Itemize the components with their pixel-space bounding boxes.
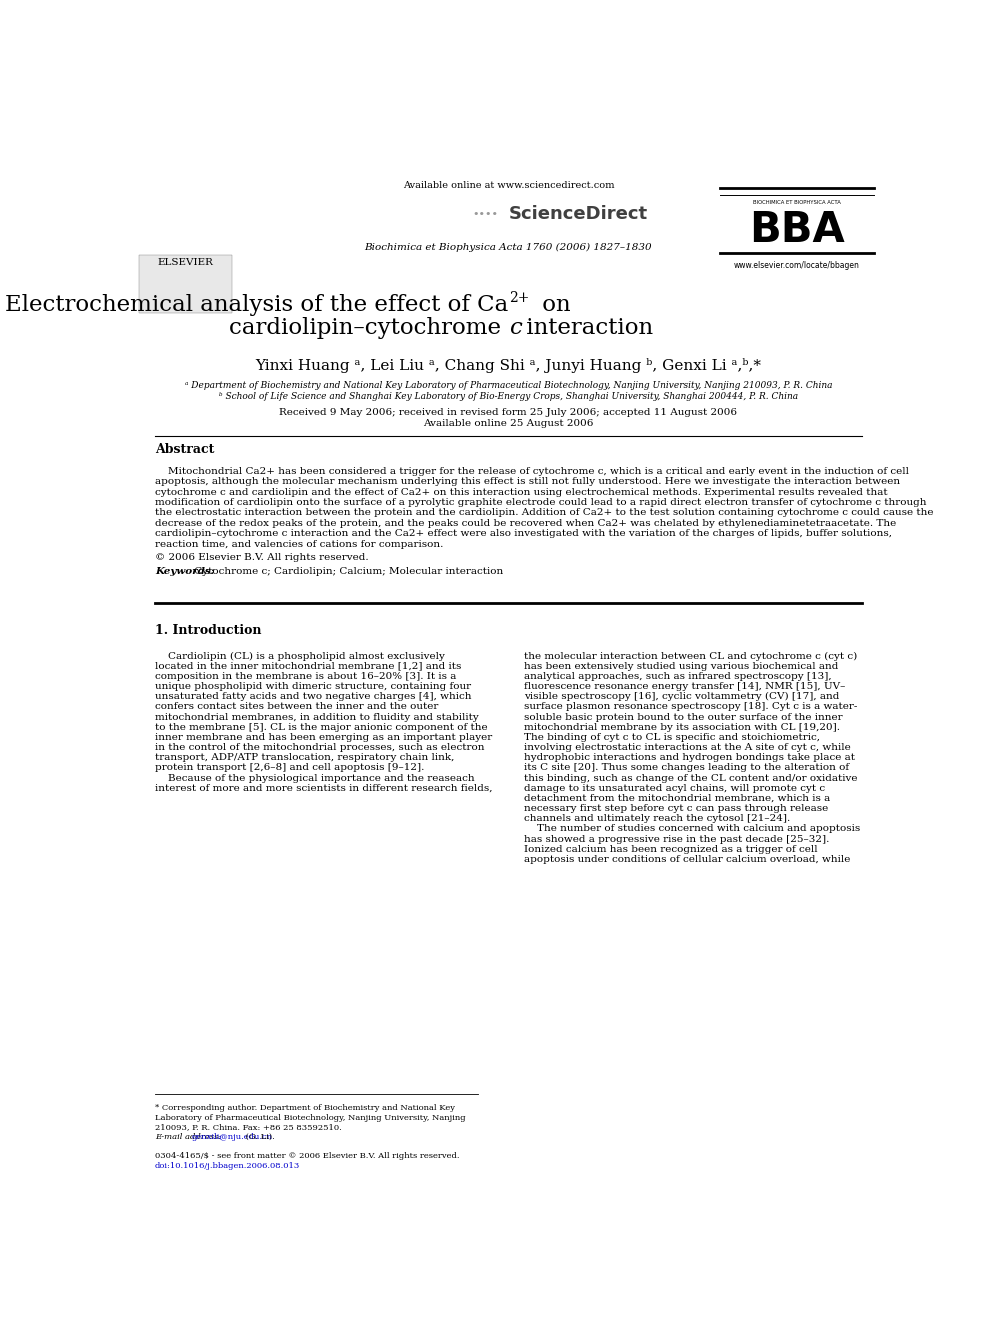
Text: analytical approaches, such as infrared spectroscopy [13],: analytical approaches, such as infrared … bbox=[524, 672, 831, 681]
Text: Cardiolipin (CL) is a phospholipid almost exclusively: Cardiolipin (CL) is a phospholipid almos… bbox=[155, 651, 444, 660]
Text: this binding, such as change of the CL content and/or oxidative: this binding, such as change of the CL c… bbox=[524, 774, 857, 782]
Text: ••••: •••• bbox=[472, 209, 498, 220]
Text: modification of cardiolipin onto the surface of a pyrolytic graphite electrode c: modification of cardiolipin onto the sur… bbox=[155, 497, 927, 507]
Text: BIOCHIMICA ET BIOPHYSICA ACTA: BIOCHIMICA ET BIOPHYSICA ACTA bbox=[753, 200, 840, 205]
Text: located in the inner mitochondrial membrane [1,2] and its: located in the inner mitochondrial membr… bbox=[155, 662, 461, 671]
Text: unsaturated fatty acids and two negative charges [4], which: unsaturated fatty acids and two negative… bbox=[155, 692, 471, 701]
Text: ᵇ School of Life Science and Shanghai Key Laboratory of Bio-Energy Crops, Shangh: ᵇ School of Life Science and Shanghai Ke… bbox=[219, 392, 798, 401]
Text: ᵃ Department of Biochemistry and National Key Laboratory of Pharmaceutical Biote: ᵃ Department of Biochemistry and Nationa… bbox=[185, 381, 832, 390]
Text: has showed a progressive rise in the past decade [25–32].: has showed a progressive rise in the pas… bbox=[524, 835, 829, 844]
Text: Mitochondrial Ca2+ has been considered a trigger for the release of cytochrome c: Mitochondrial Ca2+ has been considered a… bbox=[155, 467, 909, 476]
Text: decrease of the redox peaks of the protein, and the peaks could be recovered whe: decrease of the redox peaks of the prote… bbox=[155, 519, 896, 528]
Text: channels and ultimately reach the cytosol [21–24].: channels and ultimately reach the cytoso… bbox=[524, 814, 790, 823]
Text: interaction: interaction bbox=[519, 318, 654, 339]
Text: doi:10.1016/j.bbagen.2006.08.013: doi:10.1016/j.bbagen.2006.08.013 bbox=[155, 1162, 300, 1170]
Text: apoptosis under conditions of cellular calcium overload, while: apoptosis under conditions of cellular c… bbox=[524, 855, 850, 864]
Text: composition in the membrane is about 16–20% [3]. It is a: composition in the membrane is about 16–… bbox=[155, 672, 456, 681]
Text: mitochondrial membranes, in addition to fluidity and stability: mitochondrial membranes, in addition to … bbox=[155, 713, 478, 721]
Text: cardiolipin–cytochrome c interaction and the Ca2+ effect were also investigated : cardiolipin–cytochrome c interaction and… bbox=[155, 529, 892, 538]
Text: ScienceDirect: ScienceDirect bbox=[509, 205, 648, 224]
Text: 0304-4165/$ - see front matter © 2006 Elsevier B.V. All rights reserved.: 0304-4165/$ - see front matter © 2006 El… bbox=[155, 1152, 459, 1160]
Text: BBA: BBA bbox=[749, 209, 844, 250]
Text: www.elsevier.com/locate/bbagen: www.elsevier.com/locate/bbagen bbox=[734, 261, 860, 270]
Text: cardiolipin–cytochrome: cardiolipin–cytochrome bbox=[229, 318, 509, 339]
Text: detachment from the mitochondrial membrane, which is a: detachment from the mitochondrial membra… bbox=[524, 794, 830, 803]
Text: Laboratory of Pharmaceutical Biotechnology, Nanjing University, Nanjing: Laboratory of Pharmaceutical Biotechnolo… bbox=[155, 1114, 465, 1122]
Text: © 2006 Elsevier B.V. All rights reserved.: © 2006 Elsevier B.V. All rights reserved… bbox=[155, 553, 368, 562]
Text: hydrophobic interactions and hydrogen bondings take place at: hydrophobic interactions and hydrogen bo… bbox=[524, 753, 855, 762]
Text: Keywords:: Keywords: bbox=[155, 566, 214, 576]
Text: Cytochrome c; Cardiolipin; Calcium; Molecular interaction: Cytochrome c; Cardiolipin; Calcium; Mole… bbox=[190, 566, 503, 576]
Text: c: c bbox=[509, 318, 522, 339]
Text: E-mail address:: E-mail address: bbox=[155, 1134, 221, 1142]
Text: the electrostatic interaction between the protein and the cardiolipin. Addition : the electrostatic interaction between th… bbox=[155, 508, 933, 517]
Text: mitochondrial membrane by its association with CL [19,20].: mitochondrial membrane by its associatio… bbox=[524, 722, 840, 732]
Text: cytochrome c and cardiolipin and the effect of Ca2+ on this interaction using el: cytochrome c and cardiolipin and the eff… bbox=[155, 488, 888, 496]
Text: confers contact sites between the inner and the outer: confers contact sites between the inner … bbox=[155, 703, 438, 712]
Text: fluorescence resonance energy transfer [14], NMR [15], UV–: fluorescence resonance energy transfer [… bbox=[524, 683, 845, 691]
Text: The number of studies concerned with calcium and apoptosis: The number of studies concerned with cal… bbox=[524, 824, 860, 833]
Text: inner membrane and has been emerging as an important player: inner membrane and has been emerging as … bbox=[155, 733, 492, 742]
Text: Because of the physiological importance and the reaseach: Because of the physiological importance … bbox=[155, 774, 474, 782]
Text: on: on bbox=[536, 294, 571, 316]
Text: * Corresponding author. Department of Biochemistry and National Key: * Corresponding author. Department of Bi… bbox=[155, 1105, 454, 1113]
Text: damage to its unsaturated acyl chains, will promote cyt c: damage to its unsaturated acyl chains, w… bbox=[524, 783, 825, 792]
Text: apoptosis, although the molecular mechanism underlying this effect is still not : apoptosis, although the molecular mechan… bbox=[155, 478, 900, 486]
Text: visible spectroscopy [16], cyclic voltammetry (CV) [17], and: visible spectroscopy [16], cyclic voltam… bbox=[524, 692, 839, 701]
Text: reaction time, and valencies of cations for comparison.: reaction time, and valencies of cations … bbox=[155, 540, 443, 549]
Text: its C site [20]. Thus some changes leading to the alteration of: its C site [20]. Thus some changes leadi… bbox=[524, 763, 849, 773]
Text: Received 9 May 2006; received in revised form 25 July 2006; accepted 11 August 2: Received 9 May 2006; received in revised… bbox=[280, 409, 737, 417]
Text: 210093, P. R. China. Fax: +86 25 83592510.: 210093, P. R. China. Fax: +86 25 8359251… bbox=[155, 1123, 341, 1131]
Text: Yinxi Huang ᵃ, Lei Liu ᵃ, Chang Shi ᵃ, Junyi Huang ᵇ, Genxi Li ᵃ,ᵇ,*: Yinxi Huang ᵃ, Lei Liu ᵃ, Chang Shi ᵃ, J… bbox=[255, 357, 762, 373]
Text: (G. Li).: (G. Li). bbox=[243, 1134, 275, 1142]
Bar bbox=[139, 255, 231, 312]
Text: unique phospholipid with dimeric structure, containing four: unique phospholipid with dimeric structu… bbox=[155, 683, 471, 691]
Text: Available online at www.sciencedirect.com: Available online at www.sciencedirect.co… bbox=[403, 181, 614, 191]
Text: transport, ADP/ATP translocation, respiratory chain link,: transport, ADP/ATP translocation, respir… bbox=[155, 753, 454, 762]
Text: involving electrostatic interactions at the A site of cyt c, while: involving electrostatic interactions at … bbox=[524, 744, 850, 751]
Text: has been extensively studied using various biochemical and: has been extensively studied using vario… bbox=[524, 662, 838, 671]
Text: Ionized calcium has been recognized as a trigger of cell: Ionized calcium has been recognized as a… bbox=[524, 844, 817, 853]
Text: surface plasmon resonance spectroscopy [18]. Cyt c is a water-: surface plasmon resonance spectroscopy [… bbox=[524, 703, 857, 712]
Text: necessary first step before cyt c can pass through release: necessary first step before cyt c can pa… bbox=[524, 804, 828, 814]
Text: Biochimica et Biophysica Acta 1760 (2006) 1827–1830: Biochimica et Biophysica Acta 1760 (2006… bbox=[365, 242, 652, 251]
Text: the molecular interaction between CL and cytochrome c (cyt c): the molecular interaction between CL and… bbox=[524, 651, 857, 660]
Text: ELSEVIER: ELSEVIER bbox=[158, 258, 213, 267]
Text: interest of more and more scientists in different research fields,: interest of more and more scientists in … bbox=[155, 783, 492, 792]
Text: genxili@nju.edu.cn: genxili@nju.edu.cn bbox=[191, 1134, 273, 1142]
Text: in the control of the mitochondrial processes, such as electron: in the control of the mitochondrial proc… bbox=[155, 744, 484, 751]
Text: Electrochemical analysis of the effect of Ca: Electrochemical analysis of the effect o… bbox=[5, 294, 509, 316]
Text: protein transport [2,6–8] and cell apoptosis [9–12].: protein transport [2,6–8] and cell apopt… bbox=[155, 763, 425, 773]
Text: 1. Introduction: 1. Introduction bbox=[155, 624, 261, 638]
Text: 2+: 2+ bbox=[509, 291, 529, 306]
Text: Abstract: Abstract bbox=[155, 443, 214, 456]
Text: soluble basic protein bound to the outer surface of the inner: soluble basic protein bound to the outer… bbox=[524, 713, 842, 721]
Text: The binding of cyt c to CL is specific and stoichiometric,: The binding of cyt c to CL is specific a… bbox=[524, 733, 819, 742]
Text: Available online 25 August 2006: Available online 25 August 2006 bbox=[424, 419, 593, 429]
Text: to the membrane [5]. CL is the major anionic component of the: to the membrane [5]. CL is the major ani… bbox=[155, 722, 487, 732]
